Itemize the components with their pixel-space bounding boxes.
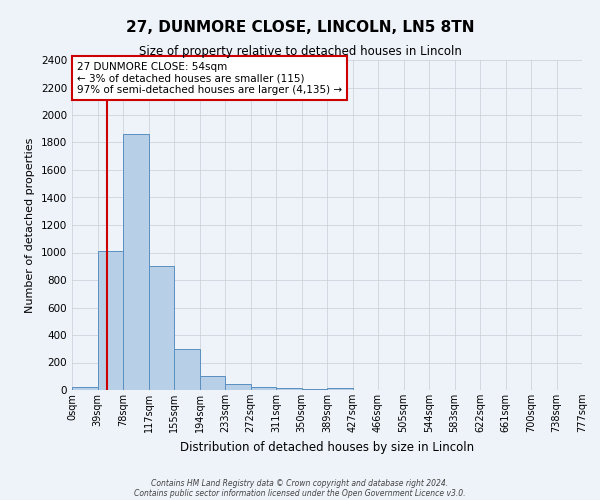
Bar	[174, 349, 199, 390]
Bar	[251, 386, 276, 390]
Bar	[327, 388, 353, 390]
Bar	[123, 134, 149, 390]
Bar	[97, 251, 123, 390]
Text: 27 DUNMORE CLOSE: 54sqm
← 3% of detached houses are smaller (115)
97% of semi-de: 27 DUNMORE CLOSE: 54sqm ← 3% of detached…	[77, 62, 342, 95]
Text: 27, DUNMORE CLOSE, LINCOLN, LN5 8TN: 27, DUNMORE CLOSE, LINCOLN, LN5 8TN	[126, 20, 474, 35]
Text: Size of property relative to detached houses in Lincoln: Size of property relative to detached ho…	[139, 45, 461, 58]
Y-axis label: Number of detached properties: Number of detached properties	[25, 138, 35, 312]
Bar	[276, 388, 302, 390]
Bar	[72, 387, 97, 390]
X-axis label: Distribution of detached houses by size in Lincoln: Distribution of detached houses by size …	[180, 440, 474, 454]
Bar	[225, 384, 251, 390]
Text: Contains HM Land Registry data © Crown copyright and database right 2024.: Contains HM Land Registry data © Crown c…	[151, 478, 449, 488]
Bar	[199, 376, 225, 390]
Text: Contains public sector information licensed under the Open Government Licence v3: Contains public sector information licen…	[134, 488, 466, 498]
Bar	[149, 266, 174, 390]
